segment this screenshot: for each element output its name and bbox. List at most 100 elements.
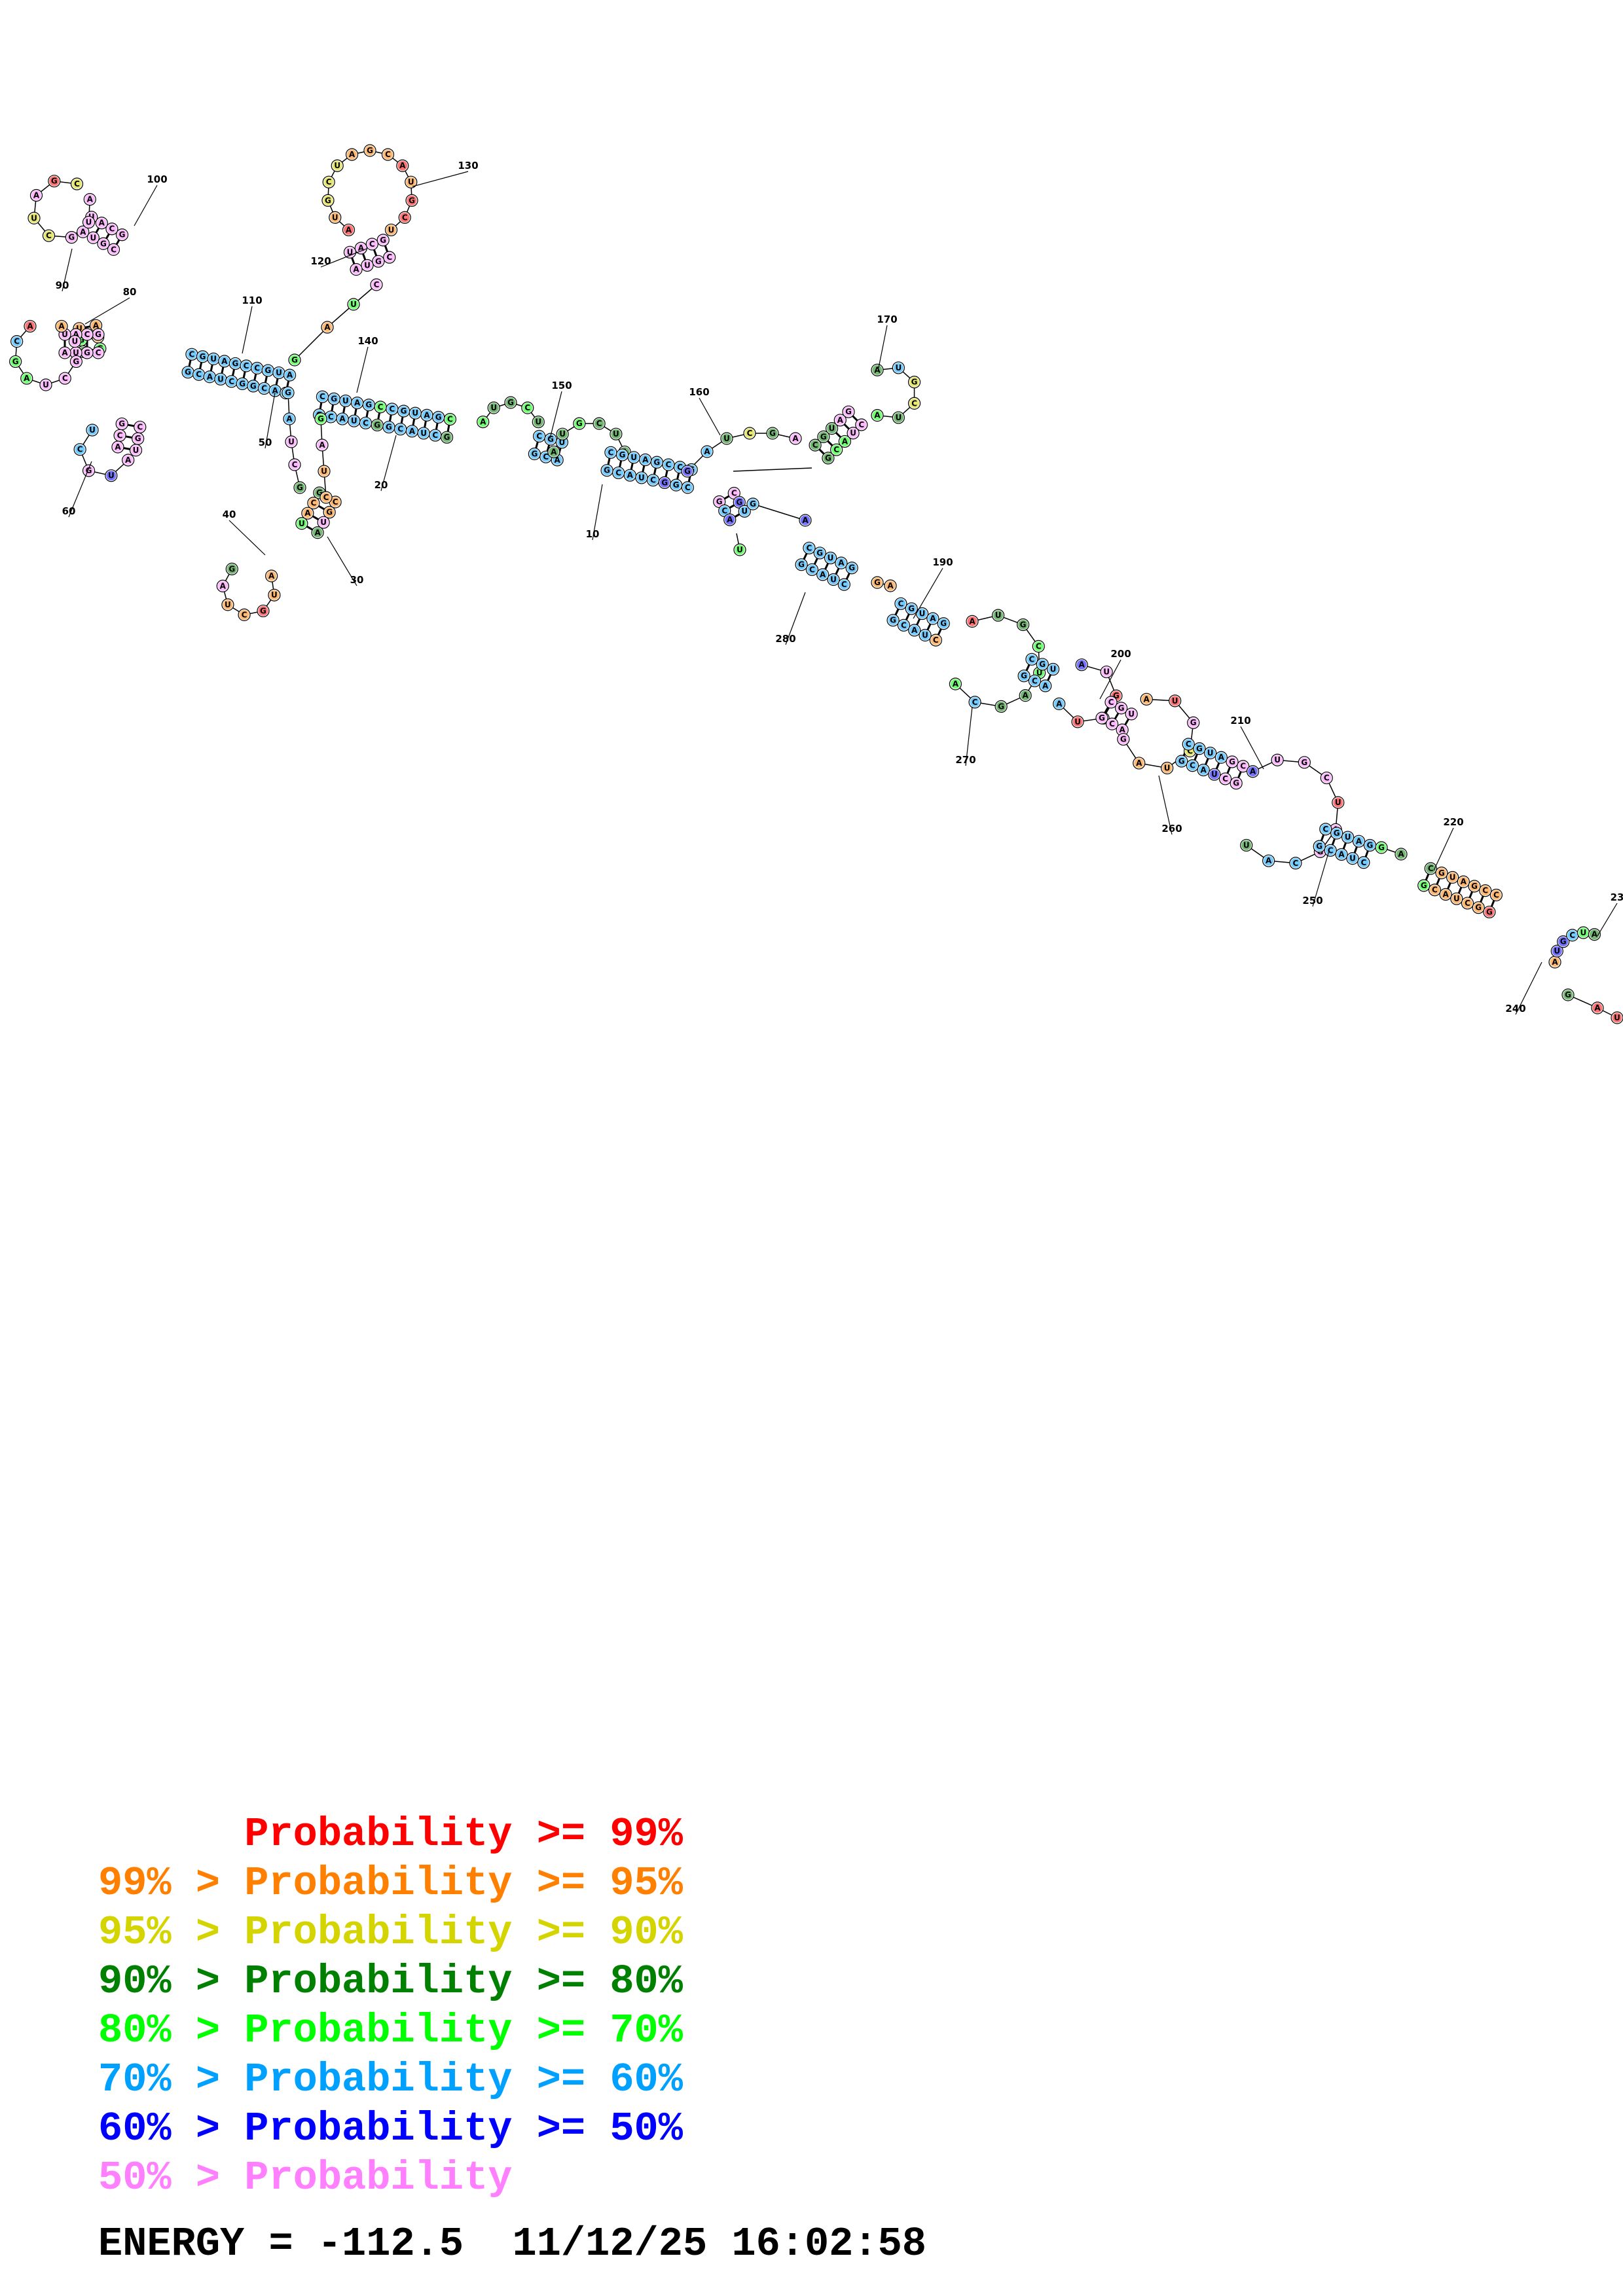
svg-text:A: A [969,617,976,626]
svg-text:G: G [1229,757,1235,766]
nucleotide: G [907,376,921,389]
nucleotide: G [822,452,835,465]
svg-text:A: A [287,370,293,380]
legend-line-plow: 50% > Probability [98,2155,513,2201]
nucleotide: C [1479,884,1492,897]
nucleotide: A [268,384,282,397]
nucleotide: C [681,481,694,494]
svg-text:U: U [89,425,96,435]
svg-text:C: C [385,150,391,159]
nucleotide: C [365,238,378,251]
nucleotide: G [397,404,410,418]
nucleotide: C [1428,884,1442,897]
svg-text:U: U [347,247,354,257]
svg-text:C: C [747,429,753,438]
svg-text:U: U [1036,668,1043,677]
svg-text:A: A [424,410,430,420]
svg-text:U: U [412,408,418,418]
nucleotide: A [1214,751,1228,764]
svg-text:G: G [820,432,827,441]
nucleotide: C [803,541,816,554]
nucleotide: G [376,234,390,247]
svg-text:A: A [27,321,33,331]
svg-text:C: C [447,415,453,424]
nucleotide: A [1019,689,1032,702]
svg-text:C: C [721,506,727,515]
nucleotide: C [324,410,337,423]
svg-text:U: U [364,260,371,270]
position-label: 140 [357,335,378,347]
nucleotide: A [1133,757,1146,770]
svg-text:U: U [559,429,566,439]
nucleotide: C [1104,696,1118,709]
nucleotide: C [743,427,756,440]
svg-text:A: A [399,161,406,170]
svg-text:C: C [1324,774,1330,783]
svg-text:U: U [350,300,357,309]
svg-text:A: A [874,365,881,374]
nucleotide: A [218,355,231,368]
svg-text:C: C [901,620,907,630]
svg-text:G: G [848,564,855,573]
nucleotide: A [723,513,737,526]
nucleotide: U [555,436,568,449]
svg-text:C: C [378,403,384,412]
nucleotide: G [261,364,274,377]
nucleotide: A [1439,888,1452,901]
position-label: 50 [259,437,272,448]
svg-text:U: U [388,225,395,234]
nucleotide: A [342,223,356,236]
svg-text:C: C [615,468,621,477]
svg-text:A: A [480,418,486,427]
nucleotide: C [92,346,105,359]
svg-text:G: G [1301,758,1307,767]
nucleotide: A [95,217,108,230]
svg-text:G: G [750,499,756,509]
position-label: 23 [1611,891,1623,903]
nucleotide: C [192,368,206,381]
nucleotide: G [1557,935,1570,948]
svg-text:C: C [62,374,68,383]
svg-text:G: G [1020,620,1027,629]
svg-text:U: U [559,438,566,447]
svg-text:G: G [531,450,538,459]
svg-text:G: G [185,368,191,377]
nucleotide: C [809,439,822,452]
position-label: 210 [1230,715,1250,726]
nucleotide: G [886,614,900,627]
svg-text:G: G [200,352,206,361]
svg-text:C: C [1292,859,1298,868]
nucleotide: U [1271,753,1284,766]
svg-text:C: C [109,224,115,234]
svg-text:U: U [535,418,541,427]
svg-text:G: G [908,604,915,613]
svg-text:C: C [1032,676,1038,685]
nucleotide: A [639,453,652,467]
nucleotide: U [1125,708,1138,721]
nucleotide: C [370,278,383,291]
nucleotide: G [115,417,128,431]
nucleotide: C [359,416,373,429]
svg-text:U: U [828,554,834,563]
svg-text:C: C [369,240,375,249]
svg-text:C: C [389,404,395,414]
svg-text:U: U [1453,894,1460,903]
svg-text:G: G [325,196,331,205]
nucleotide: A [949,677,962,691]
svg-text:U: U [490,403,497,412]
svg-text:A: A [1218,753,1225,762]
nucleotide: G [1468,880,1481,893]
svg-text:G: G [318,414,324,423]
base-pair-bonds [64,216,1497,913]
nucleotide: G [282,386,295,399]
nucleotide: A [623,469,636,482]
svg-text:G: G [228,564,235,573]
svg-text:C: C [1493,890,1499,899]
svg-text:G: G [1438,869,1445,878]
nucleotide: C [1461,897,1474,910]
svg-text:U: U [271,590,278,600]
position-label: 100 [147,173,167,185]
position-label: 240 [1505,1003,1525,1014]
svg-text:G: G [73,357,79,366]
nucleotide: G [504,396,517,409]
